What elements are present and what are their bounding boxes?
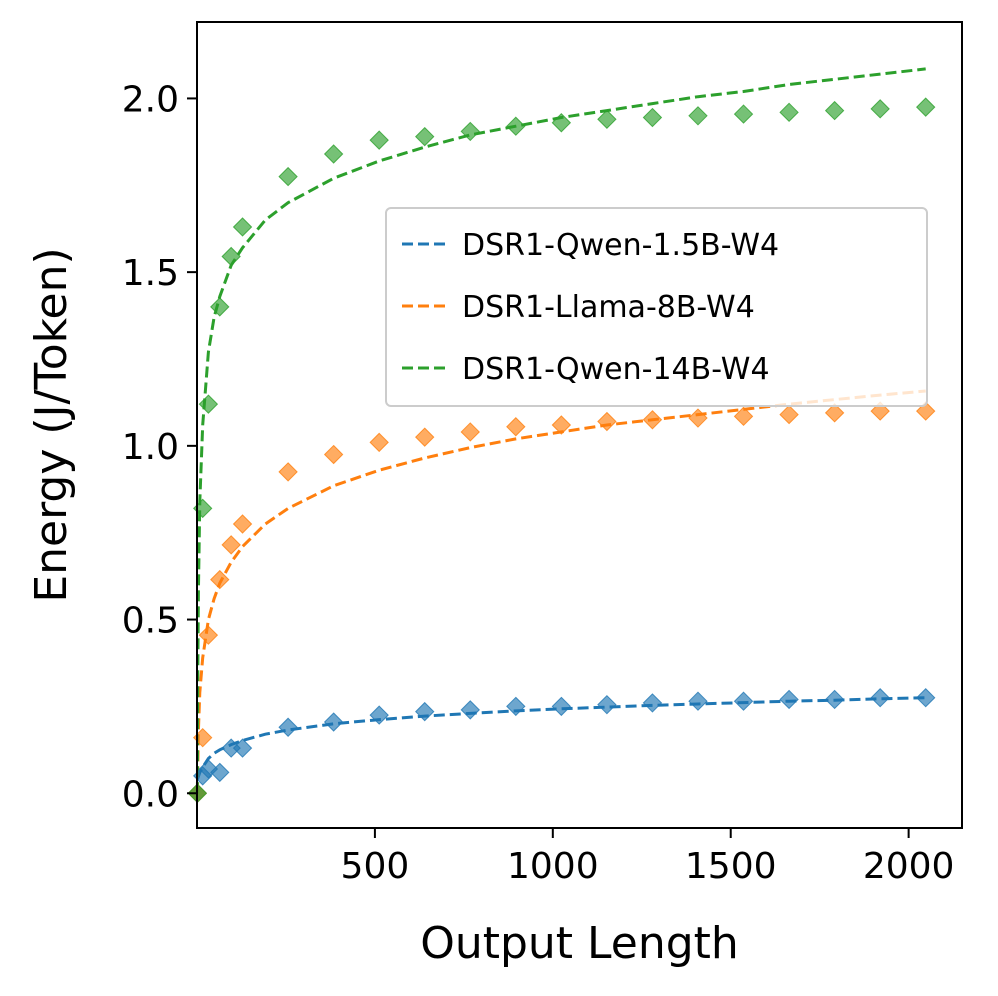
y-tick-label: 0.5 [122, 601, 179, 642]
x-axis-label: Output Length [420, 918, 739, 969]
x-tick-label: 1000 [507, 846, 599, 887]
x-tick-label: 2000 [863, 846, 955, 887]
data-point-series-0 [870, 688, 890, 708]
data-point-series-1 [460, 422, 480, 442]
data-point-series-0 [210, 762, 230, 783]
data-point-series-2 [369, 130, 389, 150]
fit-line-series-0 [195, 696, 926, 780]
data-point-series-1 [824, 403, 845, 423]
data-point-series-2 [779, 102, 799, 123]
data-point-series-2 [415, 126, 435, 147]
data-point-series-2 [506, 116, 526, 136]
data-points-layer [187, 97, 936, 803]
data-point-series-0 [915, 688, 936, 708]
data-point-series-1 [779, 404, 799, 425]
y-axis-ticks: 0.0 0.5 1.0 1.5 2.0 [122, 79, 197, 815]
y-tick-label: 1.0 [122, 427, 179, 468]
data-point-series-2 [733, 104, 754, 124]
data-point-series-0 [688, 691, 708, 711]
data-point-series-0 [642, 693, 663, 713]
data-point-series-0 [779, 689, 799, 710]
data-point-series-1 [232, 514, 253, 534]
fit-line-series-2 [195, 67, 926, 794]
data-point-series-2 [210, 297, 230, 317]
data-point-series-2 [221, 246, 241, 267]
data-point-series-1 [415, 427, 435, 447]
x-tick-label: 500 [341, 846, 410, 887]
data-point-series-2 [460, 121, 480, 142]
data-point-series-0 [369, 705, 389, 725]
data-point-series-1 [506, 417, 526, 437]
data-point-series-2 [642, 107, 663, 128]
data-point-series-1 [278, 462, 298, 482]
legend: DSR1-Qwen-1.5B-W4 DSR1-Llama-8B-W4 DSR1-Qw… [385, 207, 928, 407]
data-point-series-2 [198, 394, 219, 414]
plot-area-frame [196, 21, 963, 829]
data-point-series-0 [323, 712, 344, 732]
data-point-series-1 [733, 406, 754, 427]
data-point-series-0 [597, 694, 617, 715]
data-point-series-1 [597, 411, 617, 432]
data-point-series-0 [232, 738, 253, 758]
data-point-series-1 [210, 569, 230, 590]
y-axis-label: Energy (J/Token) [26, 247, 77, 602]
data-point-series-2 [870, 99, 890, 119]
data-point-series-1 [369, 432, 389, 453]
data-point-series-1 [551, 415, 572, 435]
data-point-series-2 [915, 97, 936, 117]
data-point-series-1 [221, 535, 241, 555]
legend-label-series-2: DSR1-Qwen-14B-W4 [462, 352, 770, 387]
data-point-series-1 [642, 410, 663, 430]
data-point-series-1 [688, 408, 708, 428]
data-point-series-0 [278, 717, 298, 737]
data-point-series-2 [278, 166, 298, 187]
data-point-series-0 [506, 696, 526, 717]
y-tick-label: 0.0 [122, 774, 179, 815]
data-point-series-0 [733, 691, 754, 711]
data-point-series-0 [460, 700, 480, 720]
data-point-series-1 [198, 625, 219, 645]
data-point-series-1 [323, 444, 344, 465]
legend-label-series-0: DSR1-Qwen-1.5B-W4 [462, 228, 779, 263]
data-point-series-2 [688, 106, 708, 126]
legend-label-series-1: DSR1-Llama-8B-W4 [462, 290, 755, 325]
data-point-series-0 [824, 689, 845, 710]
data-point-series-0 [551, 696, 572, 717]
y-tick-label: 1.5 [122, 253, 179, 294]
fit-line-series-1 [195, 389, 926, 794]
data-point-series-2 [232, 217, 253, 237]
data-point-series-2 [551, 113, 572, 133]
x-tick-label: 1500 [685, 846, 777, 887]
legend-box [385, 207, 928, 407]
x-axis-ticks: 500 1000 1500 2000 [341, 828, 955, 887]
y-tick-label: 2.0 [122, 79, 179, 120]
data-point-series-2 [323, 144, 344, 164]
data-point-series-2 [597, 109, 617, 129]
data-point-series-2 [824, 100, 845, 121]
data-point-series-0 [415, 701, 435, 722]
